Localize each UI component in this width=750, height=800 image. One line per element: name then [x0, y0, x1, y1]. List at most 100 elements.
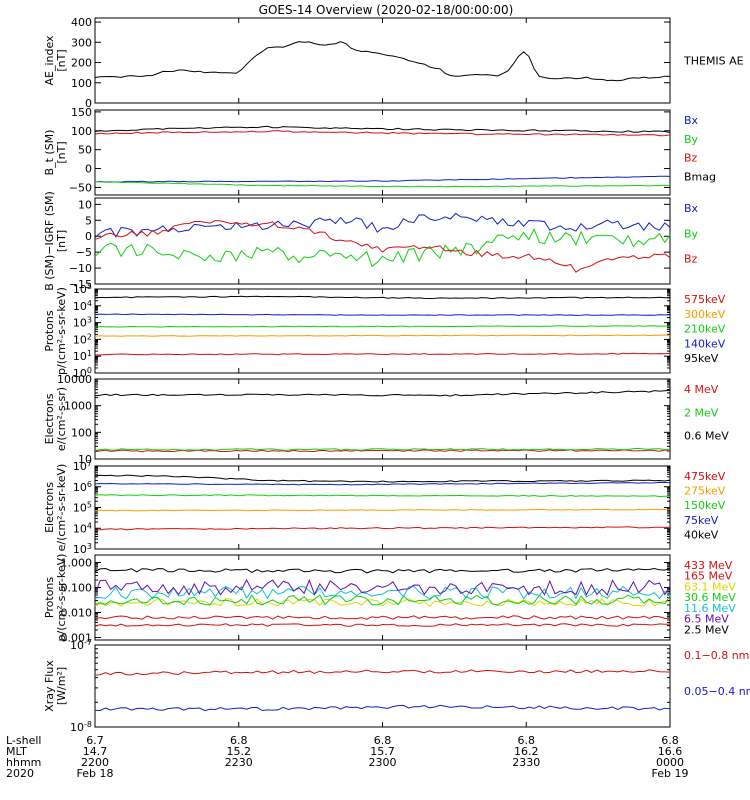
- legend-label: 30.6 MeV: [684, 591, 736, 604]
- y-tick-label: 104: [73, 521, 92, 535]
- y-tick-label: 0: [85, 230, 92, 243]
- series-line-0-1-0-8-nm: [94, 669, 671, 676]
- series-line-bmag: [94, 125, 671, 133]
- y-tick-label: 103: [73, 316, 92, 330]
- y-tick-label: 10: [78, 453, 92, 466]
- y-tick-label: 105: [73, 282, 92, 296]
- legend-label: 0.05−0.4 nm: [684, 685, 750, 698]
- x-tick-label: 15.7: [370, 745, 395, 758]
- y-tick-label: 0: [85, 97, 92, 110]
- y-tick-label: 10-8: [70, 720, 92, 734]
- y-tick-label: −15: [69, 278, 92, 291]
- y-tick-label: 102: [73, 332, 92, 346]
- y-tick-label: −5: [76, 246, 92, 259]
- y-tick-label: 50: [78, 144, 92, 157]
- y-tick-label: 1.000: [61, 557, 93, 570]
- y-tick-label: 10000: [57, 373, 92, 386]
- legend-label: 475keV: [684, 470, 726, 483]
- legend-label: Bx: [684, 202, 699, 215]
- x-axis-row-label: MLT: [6, 745, 27, 758]
- series-line-210kev: [94, 325, 671, 328]
- series-line-40kev: [94, 474, 671, 483]
- panel-electrons-diff: 103 104 105 106 107 Electronse/(cm²-s-sr-keV)…: [43, 459, 726, 556]
- legend-label: 0.1−0.8 nm: [684, 649, 749, 662]
- panel-protons-high: 0.001 0.010 0.100 1.000Protonsp/(cm²-s-sr-k…: [43, 554, 736, 645]
- y-axis-label: B (SM)−IGRF (SM)[nT]: [43, 191, 68, 291]
- y-tick-label: 100: [71, 125, 92, 138]
- legend-label: 210keV: [684, 323, 726, 336]
- series-line-0-05-0-4-nm: [94, 704, 671, 712]
- legend-label: THEMIS AE: [683, 55, 744, 68]
- x-tick-label: 16.2: [514, 745, 539, 758]
- y-tick-label: 0: [85, 163, 92, 176]
- x-tick-label: 14.7: [83, 745, 108, 758]
- figure-title: GOES-14 Overview (2020-02-18/00:00:00): [259, 3, 514, 17]
- series-line-433-mev: [94, 623, 671, 627]
- y-tick-label: 10: [78, 198, 92, 211]
- x-tick-label: 2200: [81, 756, 109, 769]
- series-line-2-5-mev: [94, 567, 671, 574]
- series-line-30-6-mev: [94, 594, 671, 606]
- y-axis-label: AE_index[nT]: [43, 35, 68, 86]
- legend-label: Bx: [684, 114, 699, 127]
- legend-label: 2.5 MeV: [684, 623, 729, 636]
- y-axis-label: Protonsp/(cm²-s-sr-keV): [43, 287, 68, 375]
- x-tick-label: 16.6: [658, 745, 683, 758]
- x-tick-label: 6.8: [518, 734, 536, 747]
- y-tick-label: 1000: [64, 400, 92, 413]
- series-line-bx: [94, 175, 671, 183]
- panel-frame: [94, 554, 671, 641]
- x-tick-label: 2300: [369, 756, 397, 769]
- panel-frame: [94, 109, 671, 196]
- series-line-140kev: [94, 313, 671, 316]
- series-line-bx: [94, 212, 671, 238]
- legend-label: 150keV: [684, 499, 726, 512]
- series-line-bz: [94, 130, 671, 137]
- y-axis-label: Protonsp/(cm²-s-sr-keV): [43, 554, 68, 642]
- series-line-300kev: [94, 334, 671, 337]
- panel-frame: [94, 644, 671, 728]
- panel-frame: [94, 17, 671, 104]
- panel-frame: [94, 378, 671, 460]
- series-line-150kev: [94, 494, 670, 498]
- legend-label: 6.5 MeV: [684, 613, 729, 626]
- x-tick-label: Feb 19: [652, 767, 689, 780]
- y-tick-label: 0.100: [61, 582, 93, 595]
- series-line-by: [94, 181, 671, 188]
- y-tick-label: 107: [73, 459, 92, 473]
- y-axis-label: Xray Flux[W/m²]: [43, 660, 68, 712]
- x-axis-row-label: hhmm: [6, 756, 41, 769]
- series-line-4-mev: [94, 449, 671, 453]
- x-tick-label: Feb 18: [77, 767, 114, 780]
- series-line-165-mev: [94, 615, 671, 620]
- x-tick-label: 6.8: [661, 734, 679, 747]
- legend-label: 2 MeV: [684, 406, 719, 419]
- y-tick-label: 200: [71, 57, 92, 70]
- panel-frame: [94, 288, 671, 374]
- legend-label: Bz: [684, 253, 698, 266]
- legend-label: 0.6 MeV: [684, 430, 729, 443]
- legend-label: 575keV: [684, 293, 726, 306]
- y-axis-label: Electronse/(cm²-s-sr): [43, 387, 68, 451]
- legend-label: 300keV: [684, 308, 726, 321]
- x-tick-label: 6.8: [374, 734, 392, 747]
- series-line-95kev: [94, 295, 671, 300]
- panel-frame: [94, 197, 671, 285]
- legend-label: By: [684, 227, 699, 240]
- legend-label: By: [684, 133, 699, 146]
- y-axis-label: B_t (SM)[nT]: [43, 130, 68, 176]
- x-axis-row-label: 2020: [6, 767, 34, 780]
- x-tick-label: 15.2: [227, 745, 252, 758]
- legend-label: 11.6 MeV: [684, 602, 736, 615]
- y-tick-label: 104: [73, 299, 92, 313]
- x-tick-label: 6.8: [230, 734, 248, 747]
- y-tick-label: 106: [73, 480, 92, 494]
- y-tick-label: 101: [73, 349, 92, 363]
- x-tick-label: 6.7: [86, 734, 104, 747]
- x-tick-label: 0000: [656, 756, 684, 769]
- legend-label: 140keV: [684, 337, 726, 350]
- y-tick-label: 105: [73, 501, 92, 515]
